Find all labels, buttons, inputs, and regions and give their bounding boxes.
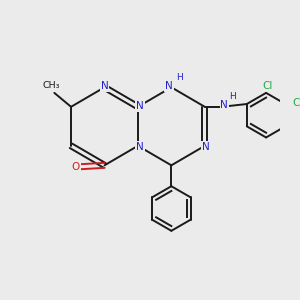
Text: H: H — [176, 73, 182, 82]
Text: CH₃: CH₃ — [43, 81, 60, 90]
Text: N: N — [136, 101, 144, 111]
Text: N: N — [202, 142, 210, 152]
Text: O: O — [72, 162, 80, 172]
Text: H: H — [229, 92, 236, 101]
Text: N: N — [165, 81, 173, 91]
Text: Cl: Cl — [262, 81, 273, 91]
Text: N: N — [136, 142, 144, 152]
Text: Cl: Cl — [292, 98, 300, 108]
Text: N: N — [100, 81, 108, 91]
Text: N: N — [220, 100, 228, 110]
